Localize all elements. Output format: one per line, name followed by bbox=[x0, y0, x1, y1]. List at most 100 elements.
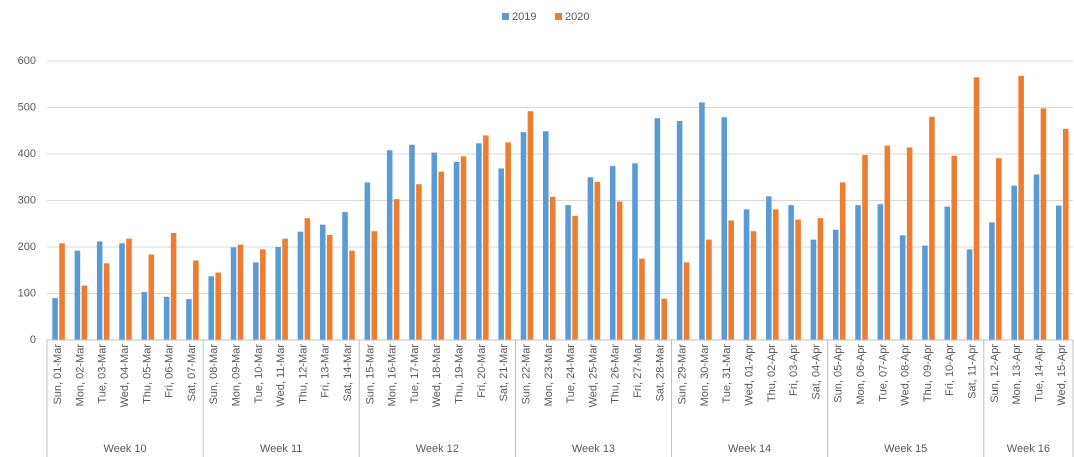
bar bbox=[773, 209, 779, 340]
bar bbox=[728, 220, 734, 340]
bar bbox=[453, 161, 460, 340]
x-tick-label: Sun, 29-Mar bbox=[677, 344, 689, 405]
bar bbox=[393, 199, 400, 340]
bar bbox=[1040, 108, 1047, 341]
x-tick-label: Wed, 11-Mar bbox=[275, 344, 287, 407]
x-tick-label: Sat, 11-Apr bbox=[967, 344, 979, 399]
x-tick-label: Sun, 22-Mar bbox=[520, 344, 532, 405]
bar bbox=[186, 299, 192, 340]
bar bbox=[253, 262, 259, 340]
bar bbox=[364, 182, 371, 340]
x-tick-label: Wed, 25-Mar bbox=[587, 344, 599, 408]
bar bbox=[81, 285, 88, 340]
group-label: Week 14 bbox=[728, 443, 771, 455]
x-tick-label: Tue, 17-Mar bbox=[409, 344, 421, 404]
bar bbox=[438, 171, 445, 340]
bar bbox=[922, 245, 928, 340]
bar bbox=[52, 298, 58, 340]
legend-label: 2019 bbox=[512, 11, 536, 23]
legend-label: 2020 bbox=[565, 11, 589, 23]
bar bbox=[476, 143, 482, 340]
bar bbox=[409, 144, 415, 340]
bar bbox=[386, 150, 393, 340]
bar bbox=[119, 243, 125, 340]
bar bbox=[230, 247, 237, 340]
x-tick-label: Wed, 08-Apr bbox=[900, 344, 912, 406]
bar bbox=[743, 209, 750, 340]
bar bbox=[839, 182, 846, 340]
bar bbox=[483, 135, 489, 340]
x-tick-label: Mon, 30-Mar bbox=[699, 344, 711, 407]
x-tick-label: Sun, 01-Mar bbox=[52, 344, 64, 405]
bar bbox=[371, 231, 378, 340]
bar bbox=[616, 201, 623, 340]
x-tick-label: Thu, 26-Mar bbox=[610, 344, 622, 404]
group-label: Week 15 bbox=[884, 443, 927, 455]
bar bbox=[126, 238, 132, 340]
x-tick-label: Thu, 12-Mar bbox=[297, 344, 309, 404]
bar bbox=[676, 120, 683, 340]
bar bbox=[661, 298, 668, 340]
bar bbox=[1018, 75, 1024, 340]
bar bbox=[260, 249, 266, 340]
bar bbox=[929, 116, 935, 340]
bar bbox=[1055, 205, 1062, 340]
bar bbox=[862, 154, 868, 340]
x-tick-label: Mon, 13-Apr bbox=[1011, 344, 1023, 405]
bar bbox=[103, 263, 110, 340]
bar bbox=[572, 215, 578, 340]
x-tick-label: Mon, 23-Mar bbox=[543, 344, 555, 407]
bar bbox=[1011, 185, 1017, 340]
bar bbox=[632, 163, 638, 340]
bar bbox=[170, 233, 177, 340]
x-tick-label: Fri, 27-Mar bbox=[632, 344, 644, 398]
x-tick-label: Tue, 07-Apr bbox=[877, 344, 889, 402]
x-tick-label: Thu, 19-Mar bbox=[454, 344, 466, 404]
bar bbox=[96, 241, 103, 340]
x-tick-label: Fri, 03-Apr bbox=[788, 344, 800, 396]
y-tick-label: 0 bbox=[30, 334, 36, 346]
bar bbox=[349, 250, 355, 340]
x-tick-label: Tue, 10-Mar bbox=[253, 344, 265, 404]
bar bbox=[989, 222, 995, 340]
bar bbox=[342, 212, 348, 340]
bar bbox=[74, 250, 81, 340]
bar bbox=[721, 117, 728, 340]
bar bbox=[817, 218, 824, 340]
bar bbox=[966, 249, 973, 340]
bar bbox=[639, 258, 645, 340]
bar bbox=[766, 196, 772, 340]
x-tick-label: Sat, 14-Mar bbox=[342, 344, 354, 402]
legend-swatch bbox=[502, 13, 509, 20]
bar bbox=[215, 272, 221, 340]
bar bbox=[654, 118, 661, 340]
group-label: Week 13 bbox=[572, 443, 615, 455]
bar bbox=[326, 234, 333, 340]
x-tick-label: Thu, 05-Mar bbox=[141, 344, 153, 404]
group-label: Week 11 bbox=[260, 443, 302, 455]
bar bbox=[141, 292, 148, 340]
x-tick-label: Mon, 09-Mar bbox=[230, 344, 242, 407]
x-tick-label: Thu, 09-Apr bbox=[922, 344, 934, 402]
y-tick-label: 600 bbox=[18, 55, 36, 67]
bar bbox=[706, 239, 712, 340]
x-tick-label: Wed, 04-Mar bbox=[119, 344, 131, 408]
bar bbox=[906, 147, 913, 340]
x-tick-label: Sun, 15-Mar bbox=[364, 344, 376, 405]
bar bbox=[855, 205, 861, 340]
bar bbox=[208, 276, 215, 340]
bar bbox=[951, 155, 958, 340]
bar bbox=[884, 145, 891, 340]
x-tick-label: Sun, 05-Apr bbox=[833, 344, 845, 403]
group-label: Week 12 bbox=[416, 443, 459, 455]
bar bbox=[996, 158, 1002, 340]
x-tick-label: Sat, 04-Apr bbox=[810, 344, 822, 400]
x-tick-label: Sat, 07-Mar bbox=[186, 344, 198, 402]
bar bbox=[795, 219, 801, 340]
x-tick-label: Mon, 06-Apr bbox=[855, 344, 867, 405]
bar bbox=[431, 152, 438, 340]
x-tick-label: Fri, 06-Mar bbox=[164, 344, 176, 398]
x-tick-label: Fri, 20-Mar bbox=[476, 344, 488, 398]
